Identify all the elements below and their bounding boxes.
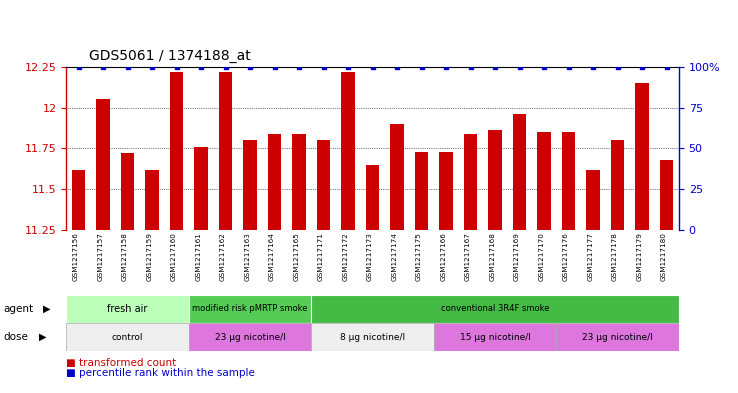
Text: GSM1217157: GSM1217157	[97, 232, 103, 281]
Bar	[415, 152, 429, 230]
Point	[441, 64, 452, 70]
Point	[342, 64, 354, 70]
Bar	[317, 140, 331, 230]
Text: GSM1217166: GSM1217166	[440, 232, 446, 281]
Bar	[660, 160, 674, 230]
Text: GSM1217174: GSM1217174	[391, 232, 397, 281]
Bar	[489, 130, 502, 230]
Point	[367, 64, 379, 70]
Bar	[66, 323, 189, 351]
Text: GSM1217162: GSM1217162	[220, 232, 226, 281]
Bar	[390, 124, 404, 230]
Point	[661, 64, 672, 70]
Text: GSM1217167: GSM1217167	[465, 232, 471, 281]
Text: GSM1217164: GSM1217164	[269, 232, 275, 281]
Text: 23 µg nicotine/l: 23 µg nicotine/l	[582, 333, 653, 342]
Text: GSM1217169: GSM1217169	[514, 232, 520, 281]
Point	[122, 64, 134, 70]
Text: GSM1217159: GSM1217159	[146, 232, 152, 281]
Bar	[366, 165, 379, 230]
Text: ■ transformed count: ■ transformed count	[66, 358, 176, 368]
Bar	[189, 323, 311, 351]
Text: conventional 3R4F smoke: conventional 3R4F smoke	[441, 305, 550, 313]
Point	[146, 64, 158, 70]
Text: GSM1217173: GSM1217173	[367, 232, 373, 281]
Bar	[145, 169, 159, 230]
Text: ▶: ▶	[39, 332, 46, 342]
Point	[465, 64, 477, 70]
Bar	[513, 114, 526, 230]
Bar	[562, 132, 576, 230]
Point	[612, 64, 624, 70]
Bar	[587, 169, 600, 230]
Text: GSM1217161: GSM1217161	[195, 232, 201, 281]
Point	[514, 64, 525, 70]
Point	[170, 64, 182, 70]
Point	[538, 64, 550, 70]
Text: GSM1217170: GSM1217170	[538, 232, 544, 281]
Text: GSM1217180: GSM1217180	[661, 232, 666, 281]
Text: GSM1217175: GSM1217175	[415, 232, 421, 281]
Text: GSM1217179: GSM1217179	[636, 232, 642, 281]
Bar	[219, 72, 232, 230]
Bar	[635, 83, 649, 230]
Point	[73, 64, 85, 70]
Point	[220, 64, 232, 70]
Text: GSM1217176: GSM1217176	[562, 232, 569, 281]
Point	[415, 64, 427, 70]
Point	[563, 64, 575, 70]
Text: dose: dose	[4, 332, 29, 342]
Text: fresh air: fresh air	[108, 304, 148, 314]
Text: GSM1217163: GSM1217163	[244, 232, 250, 281]
Point	[269, 64, 280, 70]
Text: 15 µg nicotine/l: 15 µg nicotine/l	[460, 333, 531, 342]
Bar	[464, 134, 477, 230]
Text: GSM1217172: GSM1217172	[342, 232, 348, 281]
Text: GSM1217168: GSM1217168	[489, 232, 495, 281]
Bar	[611, 140, 624, 230]
Bar	[292, 134, 306, 230]
Bar	[66, 295, 189, 323]
Text: GSM1217156: GSM1217156	[72, 232, 79, 281]
Bar	[194, 147, 208, 230]
Text: GSM1217160: GSM1217160	[170, 232, 176, 281]
Bar	[342, 72, 355, 230]
Bar	[121, 153, 134, 230]
Text: GSM1217178: GSM1217178	[612, 232, 618, 281]
Bar	[268, 134, 281, 230]
Point	[97, 64, 109, 70]
Text: GSM1217171: GSM1217171	[317, 232, 324, 281]
Point	[587, 64, 599, 70]
Bar	[311, 323, 434, 351]
Bar	[439, 152, 453, 230]
Bar	[72, 169, 86, 230]
Bar	[556, 323, 679, 351]
Point	[636, 64, 648, 70]
Text: GDS5061 / 1374188_at: GDS5061 / 1374188_at	[89, 49, 250, 63]
Bar	[434, 323, 556, 351]
Text: GSM1217165: GSM1217165	[293, 232, 299, 281]
Point	[293, 64, 305, 70]
Bar	[97, 99, 110, 230]
Text: GSM1217158: GSM1217158	[122, 232, 128, 281]
Bar	[189, 295, 311, 323]
Point	[391, 64, 403, 70]
Point	[489, 64, 501, 70]
Bar	[537, 132, 551, 230]
Bar	[170, 72, 184, 230]
Text: GSM1217177: GSM1217177	[587, 232, 593, 281]
Text: modified risk pMRTP smoke: modified risk pMRTP smoke	[193, 305, 308, 313]
Bar	[311, 295, 679, 323]
Text: ■ percentile rank within the sample: ■ percentile rank within the sample	[66, 368, 255, 378]
Text: ▶: ▶	[43, 304, 50, 314]
Point	[244, 64, 256, 70]
Bar	[244, 140, 257, 230]
Point	[318, 64, 330, 70]
Text: control: control	[112, 333, 143, 342]
Point	[196, 64, 207, 70]
Text: agent: agent	[4, 304, 34, 314]
Text: 8 µg nicotine/l: 8 µg nicotine/l	[340, 333, 405, 342]
Text: 23 µg nicotine/l: 23 µg nicotine/l	[215, 333, 286, 342]
